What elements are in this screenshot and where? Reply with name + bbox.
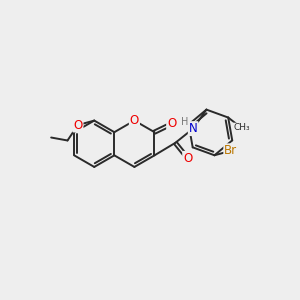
Text: O: O — [183, 152, 192, 165]
Text: H: H — [181, 117, 188, 127]
Text: CH₃: CH₃ — [233, 123, 250, 132]
Text: O: O — [130, 114, 139, 127]
Text: N: N — [189, 122, 197, 135]
Text: O: O — [167, 117, 176, 130]
Text: Br: Br — [224, 144, 237, 157]
Text: O: O — [73, 118, 83, 131]
